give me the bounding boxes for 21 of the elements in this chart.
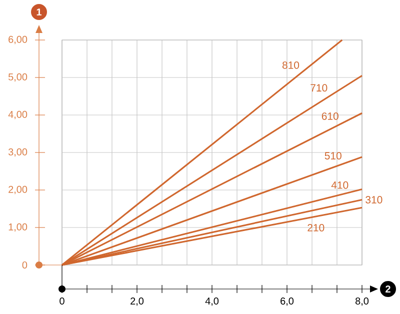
y-tick-label: 2,00 bbox=[8, 186, 28, 194]
series-label: 810 bbox=[282, 61, 300, 69]
y-tick-label: 6,00 bbox=[8, 36, 28, 44]
x-tick-label: 2,0 bbox=[130, 298, 144, 306]
y-tick-label: 4,00 bbox=[8, 110, 28, 120]
y-tick-label: 1,00 bbox=[8, 223, 28, 232]
x-tick-label: 0 bbox=[60, 298, 64, 305]
y-tick-label: 5,00 bbox=[8, 73, 28, 82]
series-label: 510 bbox=[324, 152, 342, 160]
x-tick-label: 8,0 bbox=[356, 298, 369, 306]
x-axis-title: 2 bbox=[386, 286, 390, 292]
x-tick-label: 4,0 bbox=[205, 298, 219, 306]
y-tick-label: 0 bbox=[22, 261, 28, 269]
series-label: 410 bbox=[331, 181, 348, 189]
y-tick-label: 3,00 bbox=[8, 148, 28, 157]
y-axis-title: 1 bbox=[36, 8, 42, 16]
x-tick-label: 6,0 bbox=[280, 298, 294, 306]
series-label: 710 bbox=[310, 84, 328, 92]
series-label: 210 bbox=[308, 224, 324, 232]
series-label: 610 bbox=[322, 112, 338, 120]
series-label: 310 bbox=[366, 196, 382, 204]
